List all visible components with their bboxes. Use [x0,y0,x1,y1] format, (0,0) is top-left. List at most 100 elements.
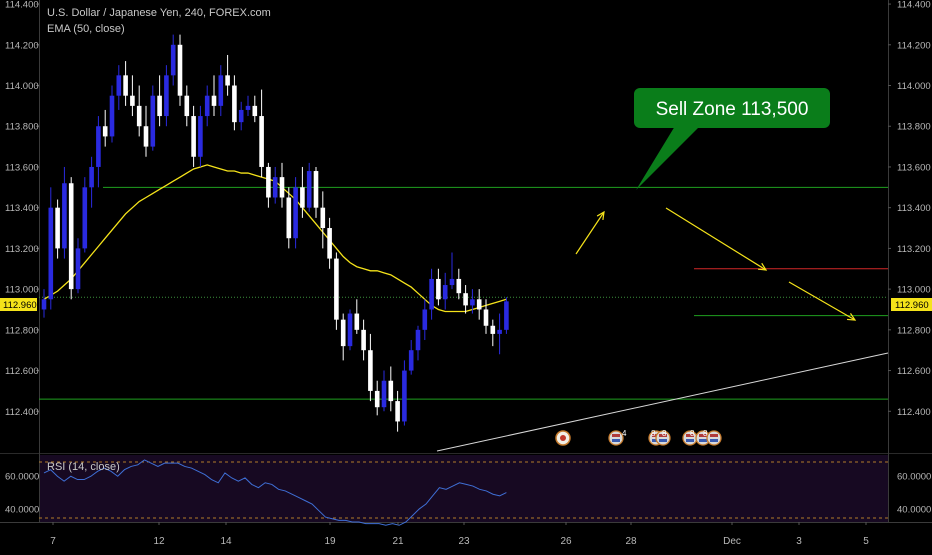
candle-down[interactable] [476,299,482,310]
time-tick-label: 14 [220,536,232,547]
price-tick-label-right: 113.800 [897,122,931,133]
candle-down[interactable] [130,95,135,106]
price-tag-left-text: 112.960 [3,300,37,311]
candle-up[interactable] [422,309,428,330]
candle-up[interactable] [442,285,448,300]
candle-up[interactable] [347,313,353,347]
candle-down[interactable] [143,126,149,147]
candle-up[interactable] [204,95,210,117]
candle-down[interactable] [483,309,489,326]
candle-up[interactable] [82,187,88,249]
candle-down[interactable] [55,207,60,249]
price-tick-label-right: 113.000 [897,285,931,296]
candle-down[interactable] [368,350,373,391]
candle-up[interactable] [306,171,312,208]
arrow-up[interactable] [575,211,605,255]
flag-icon-stripe [612,439,620,442]
sell-zone-callout[interactable] [634,88,830,128]
candle-down[interactable] [463,293,468,306]
time-tick-label: 3 [796,536,802,547]
time-tick-label: 19 [324,536,336,547]
candle-down[interactable] [456,278,462,294]
candle-up[interactable] [504,301,509,330]
price-tick-label-right: 114.400 [897,0,931,11]
candle-up[interactable] [381,380,387,408]
rsi-label: RSI (14, close) [47,461,120,473]
candle-up[interactable] [109,95,115,137]
candle-up[interactable] [245,105,251,110]
candle-up[interactable] [164,75,169,117]
candle-up[interactable] [41,299,47,310]
flag-icon[interactable] [608,430,624,446]
candle-up[interactable] [48,207,54,300]
candle-up[interactable] [293,187,298,239]
candle-down[interactable] [374,390,380,408]
candle-down[interactable] [340,319,346,347]
candle-down[interactable] [334,258,339,320]
candle-down[interactable] [361,329,366,351]
candle-down[interactable] [300,187,305,208]
price-tick-label-left: 114.400 [5,0,39,11]
candle-up[interactable] [75,248,81,290]
event-count-badge: 8 [703,429,708,438]
flag-icon-stripe [659,434,667,437]
candle-down[interactable] [286,197,292,239]
price-tick-label-left: 112.400 [5,407,39,418]
price-tick-label-left: 112.800 [5,325,39,336]
candle-up[interactable] [497,329,502,334]
trend-line[interactable] [436,352,889,452]
candle-down[interactable] [157,95,162,117]
candle-up[interactable] [218,75,224,106]
candle-down[interactable] [252,105,258,117]
candle-down[interactable] [184,95,190,117]
candle-down[interactable] [191,116,196,157]
arrow-down-2[interactable] [788,281,856,321]
candle-up[interactable] [198,116,203,157]
candle-up[interactable] [89,166,94,188]
candle-down[interactable] [327,228,332,259]
candle-up[interactable] [96,126,101,167]
candle-up[interactable] [408,350,414,371]
candle-up[interactable] [62,183,67,249]
candle-up[interactable] [116,75,122,96]
candle-down[interactable] [388,380,394,402]
candle-up[interactable] [429,278,434,310]
candle-down[interactable] [211,95,217,106]
candle-down[interactable] [177,44,183,96]
candle-down[interactable] [313,171,319,208]
candle-up[interactable] [470,299,475,306]
candle-down[interactable] [68,183,74,290]
candle-up[interactable] [272,177,278,198]
price-tick-label-right: 113.400 [897,203,931,214]
candle-down[interactable] [436,278,441,300]
rsi-tick-label-right: 60.0000 [897,472,931,483]
candle-up[interactable] [150,95,156,147]
candle-down[interactable] [102,126,108,137]
price-tick-label-left: 113.200 [5,244,39,255]
candle-up[interactable] [402,370,407,422]
time-tick-label: 23 [458,536,470,547]
arrow-down-1-head [757,262,768,271]
rsi-tick-label-right: 40.0000 [897,504,931,515]
candle-up[interactable] [415,329,421,351]
candle-down[interactable] [225,75,230,86]
candle-down[interactable] [320,207,326,229]
candle-down[interactable] [123,75,128,96]
candle-down[interactable] [136,105,142,127]
candle-down[interactable] [490,325,496,334]
candle-down[interactable] [395,401,400,422]
candle-down[interactable] [266,166,271,198]
candle-down[interactable] [259,116,264,167]
candle-up[interactable] [449,278,455,286]
flag-icon[interactable] [706,430,722,446]
arrow-down-1[interactable] [665,207,767,271]
time-tick-label: 28 [625,536,637,547]
candle-down[interactable] [279,177,285,198]
candle-down[interactable] [232,85,237,123]
candle-down[interactable] [354,313,360,330]
candle-up[interactable] [238,109,244,123]
flag-icon-stripe [686,439,694,442]
candle-up[interactable] [170,44,176,76]
